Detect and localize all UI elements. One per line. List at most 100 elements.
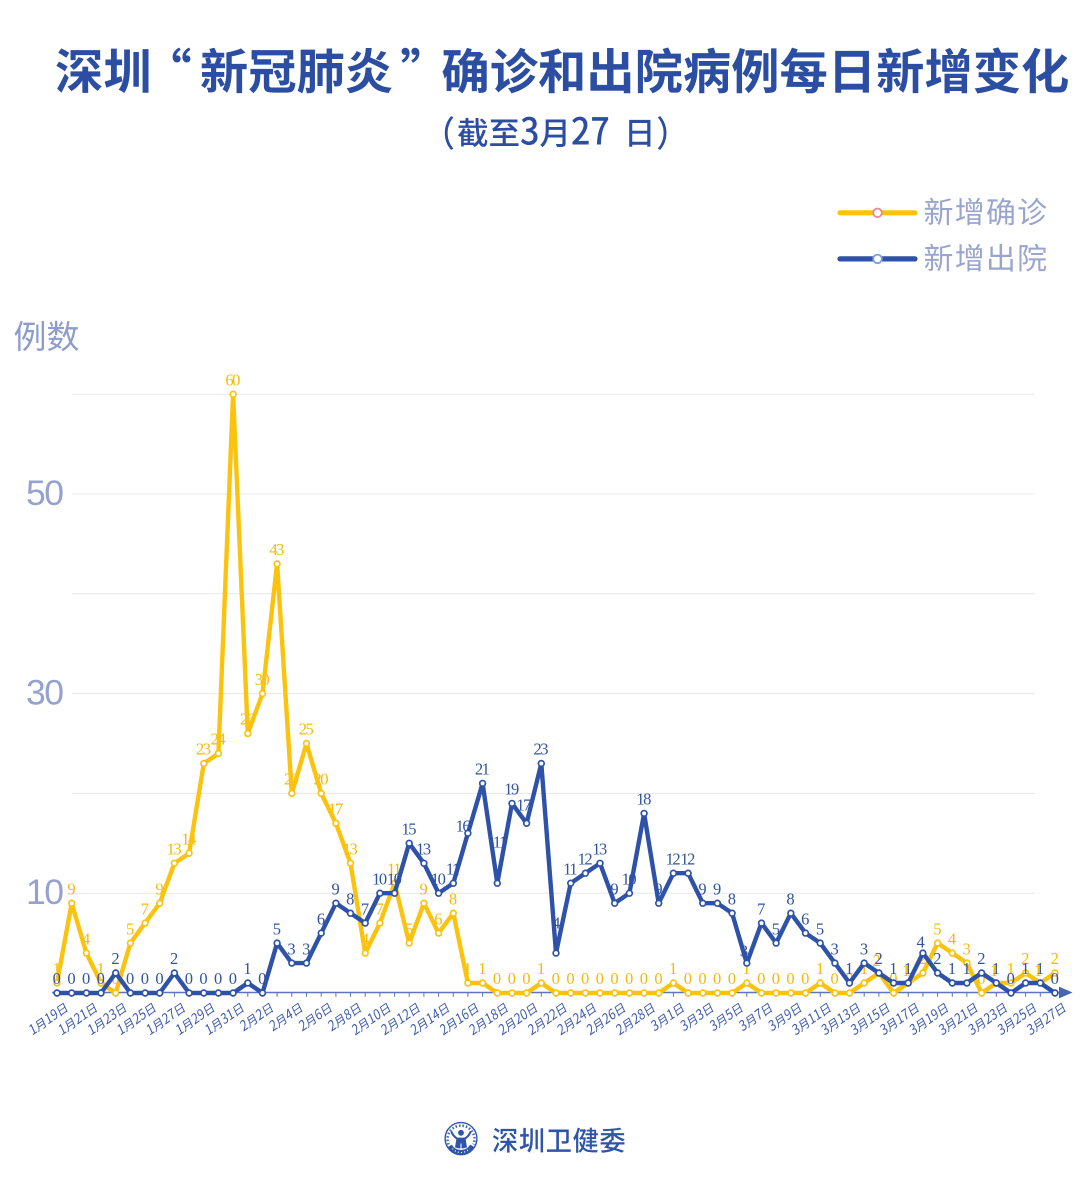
svg-text:0: 0 xyxy=(82,969,90,988)
svg-text:1: 1 xyxy=(902,961,910,980)
svg-text:0: 0 xyxy=(625,969,633,988)
svg-text:8: 8 xyxy=(449,889,457,908)
svg-text:0: 0 xyxy=(199,969,207,988)
svg-text:18: 18 xyxy=(636,790,651,809)
svg-text:9: 9 xyxy=(610,879,618,898)
svg-text:2: 2 xyxy=(919,949,927,968)
svg-text:9: 9 xyxy=(332,879,340,898)
svg-text:1: 1 xyxy=(243,959,251,978)
svg-text:10: 10 xyxy=(372,869,387,888)
svg-text:5: 5 xyxy=(273,919,281,938)
svg-text:0: 0 xyxy=(889,969,897,988)
svg-text:0: 0 xyxy=(67,969,75,988)
svg-text:2: 2 xyxy=(111,949,119,968)
svg-text:0: 0 xyxy=(581,969,589,988)
svg-text:9: 9 xyxy=(155,879,163,898)
svg-text:9: 9 xyxy=(67,879,75,898)
svg-text:13: 13 xyxy=(167,840,182,859)
svg-text:0: 0 xyxy=(757,969,765,988)
svg-text:0: 0 xyxy=(493,969,501,988)
svg-text:0: 0 xyxy=(845,969,853,988)
svg-text:7: 7 xyxy=(141,899,149,918)
svg-text:2: 2 xyxy=(170,949,178,968)
svg-text:0: 0 xyxy=(801,969,809,988)
svg-text:9: 9 xyxy=(654,879,662,898)
svg-text:1: 1 xyxy=(816,959,824,978)
svg-text:1: 1 xyxy=(963,959,971,978)
svg-text:3: 3 xyxy=(302,939,310,958)
svg-text:6: 6 xyxy=(434,909,442,928)
svg-text:1: 1 xyxy=(742,959,750,978)
svg-text:3: 3 xyxy=(963,939,971,958)
svg-text:0: 0 xyxy=(229,969,237,988)
svg-text:1: 1 xyxy=(860,959,868,978)
svg-text:7: 7 xyxy=(361,899,369,918)
svg-text:9: 9 xyxy=(420,879,428,898)
svg-text:1: 1 xyxy=(1021,959,1029,978)
svg-text:0: 0 xyxy=(977,969,985,988)
svg-text:1: 1 xyxy=(1034,961,1042,980)
svg-text:8: 8 xyxy=(728,889,736,908)
svg-text:5: 5 xyxy=(126,919,134,938)
svg-text:0: 0 xyxy=(552,969,560,988)
svg-text:2: 2 xyxy=(873,951,881,970)
svg-text:0: 0 xyxy=(566,969,574,988)
svg-text:11: 11 xyxy=(563,859,577,878)
svg-text:12: 12 xyxy=(680,849,695,868)
svg-text:1: 1 xyxy=(948,959,956,978)
svg-text:5: 5 xyxy=(816,919,824,938)
svg-text:0: 0 xyxy=(728,969,736,988)
svg-text:0: 0 xyxy=(640,969,648,988)
svg-text:4: 4 xyxy=(948,929,956,948)
svg-text:0: 0 xyxy=(654,969,662,988)
svg-text:9: 9 xyxy=(698,879,706,898)
svg-text:3: 3 xyxy=(287,939,295,958)
svg-text:0: 0 xyxy=(126,969,134,988)
svg-text:0: 0 xyxy=(596,969,604,988)
svg-text:7: 7 xyxy=(376,899,384,918)
svg-text:0: 0 xyxy=(1051,969,1059,988)
svg-text:60: 60 xyxy=(225,370,240,389)
svg-text:7: 7 xyxy=(757,899,765,918)
svg-text:19: 19 xyxy=(504,780,519,799)
svg-text:50: 50 xyxy=(26,473,63,513)
svg-text:0: 0 xyxy=(772,969,780,988)
svg-text:0: 0 xyxy=(141,969,149,988)
svg-text:4: 4 xyxy=(917,932,925,951)
svg-text:12: 12 xyxy=(578,849,593,868)
svg-text:10: 10 xyxy=(26,872,63,912)
svg-text:1: 1 xyxy=(669,959,677,978)
svg-text:2: 2 xyxy=(875,949,883,968)
svg-text:1: 1 xyxy=(845,959,853,978)
svg-text:6: 6 xyxy=(801,909,809,928)
svg-text:0: 0 xyxy=(185,969,193,988)
svg-text:5: 5 xyxy=(405,919,413,938)
svg-text:13: 13 xyxy=(592,840,607,859)
svg-text:0: 0 xyxy=(684,969,692,988)
svg-text:12: 12 xyxy=(666,849,681,868)
svg-text:0: 0 xyxy=(610,969,618,988)
svg-text:0: 0 xyxy=(1007,969,1015,988)
svg-text:8: 8 xyxy=(346,889,354,908)
svg-text:3: 3 xyxy=(860,939,868,958)
svg-text:0: 0 xyxy=(786,969,794,988)
svg-text:5: 5 xyxy=(772,919,780,938)
svg-text:1: 1 xyxy=(990,961,998,980)
svg-text:1: 1 xyxy=(53,959,61,978)
svg-text:1: 1 xyxy=(537,959,545,978)
svg-text:30: 30 xyxy=(26,672,63,712)
svg-text:1: 1 xyxy=(992,959,1000,978)
svg-text:9: 9 xyxy=(713,879,721,898)
svg-text:1: 1 xyxy=(889,959,897,978)
svg-text:2: 2 xyxy=(977,949,985,968)
svg-text:0: 0 xyxy=(522,969,530,988)
svg-text:0: 0 xyxy=(97,969,105,988)
svg-text:1: 1 xyxy=(464,959,472,978)
svg-text:1: 1 xyxy=(97,959,105,978)
svg-text:23: 23 xyxy=(534,740,549,759)
svg-text:25: 25 xyxy=(299,720,314,739)
svg-text:0: 0 xyxy=(53,969,61,988)
svg-text:0: 0 xyxy=(831,969,839,988)
svg-text:0: 0 xyxy=(698,969,706,988)
svg-text:1: 1 xyxy=(1007,959,1015,978)
